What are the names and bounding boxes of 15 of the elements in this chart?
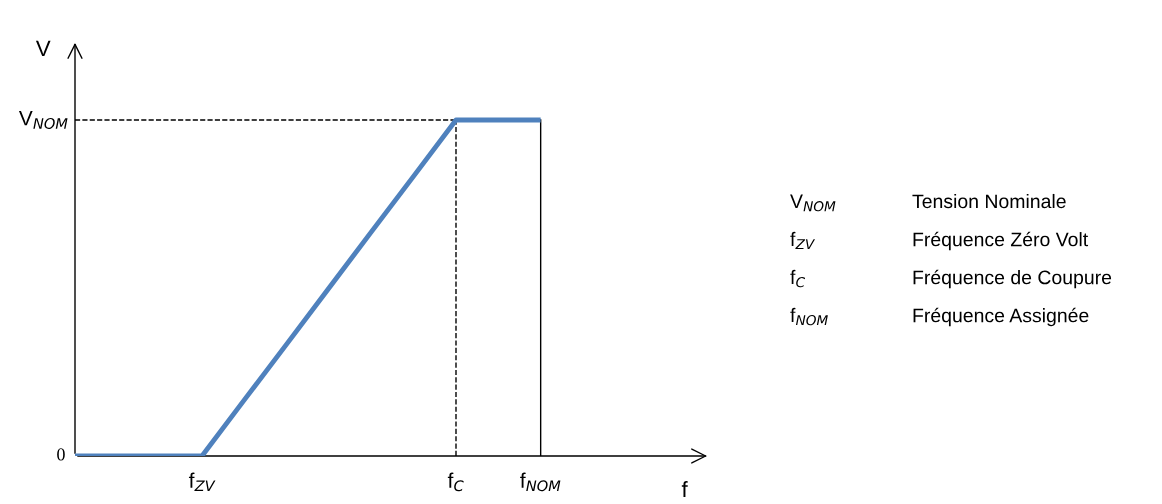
text: Tension Nominale (912, 193, 1066, 209)
y-axis-title: V (35, 40, 51, 57)
x-tick-label: f$_{C}$ (447, 472, 464, 492)
ref-line-label: V$_{NOM}$ (18, 111, 68, 129)
text: Fréquence de Coupure (913, 269, 1112, 289)
text: Fréquence Assignée (913, 307, 1089, 327)
text: f$_{NOM}$ (790, 307, 828, 326)
x-axis-title: f (681, 481, 688, 498)
annotation: 0 (57, 448, 65, 461)
x-tick-label: f$_{NOM}$ (520, 472, 561, 492)
text: f$_{C}$ (790, 269, 806, 288)
x-tick-label: f$_{ZV}$ (188, 472, 216, 492)
text: V$_{NOM}$ (790, 194, 836, 212)
text: f$_{ZV}$ (790, 231, 816, 250)
text: Fréquence Zéro Volt (913, 231, 1089, 251)
